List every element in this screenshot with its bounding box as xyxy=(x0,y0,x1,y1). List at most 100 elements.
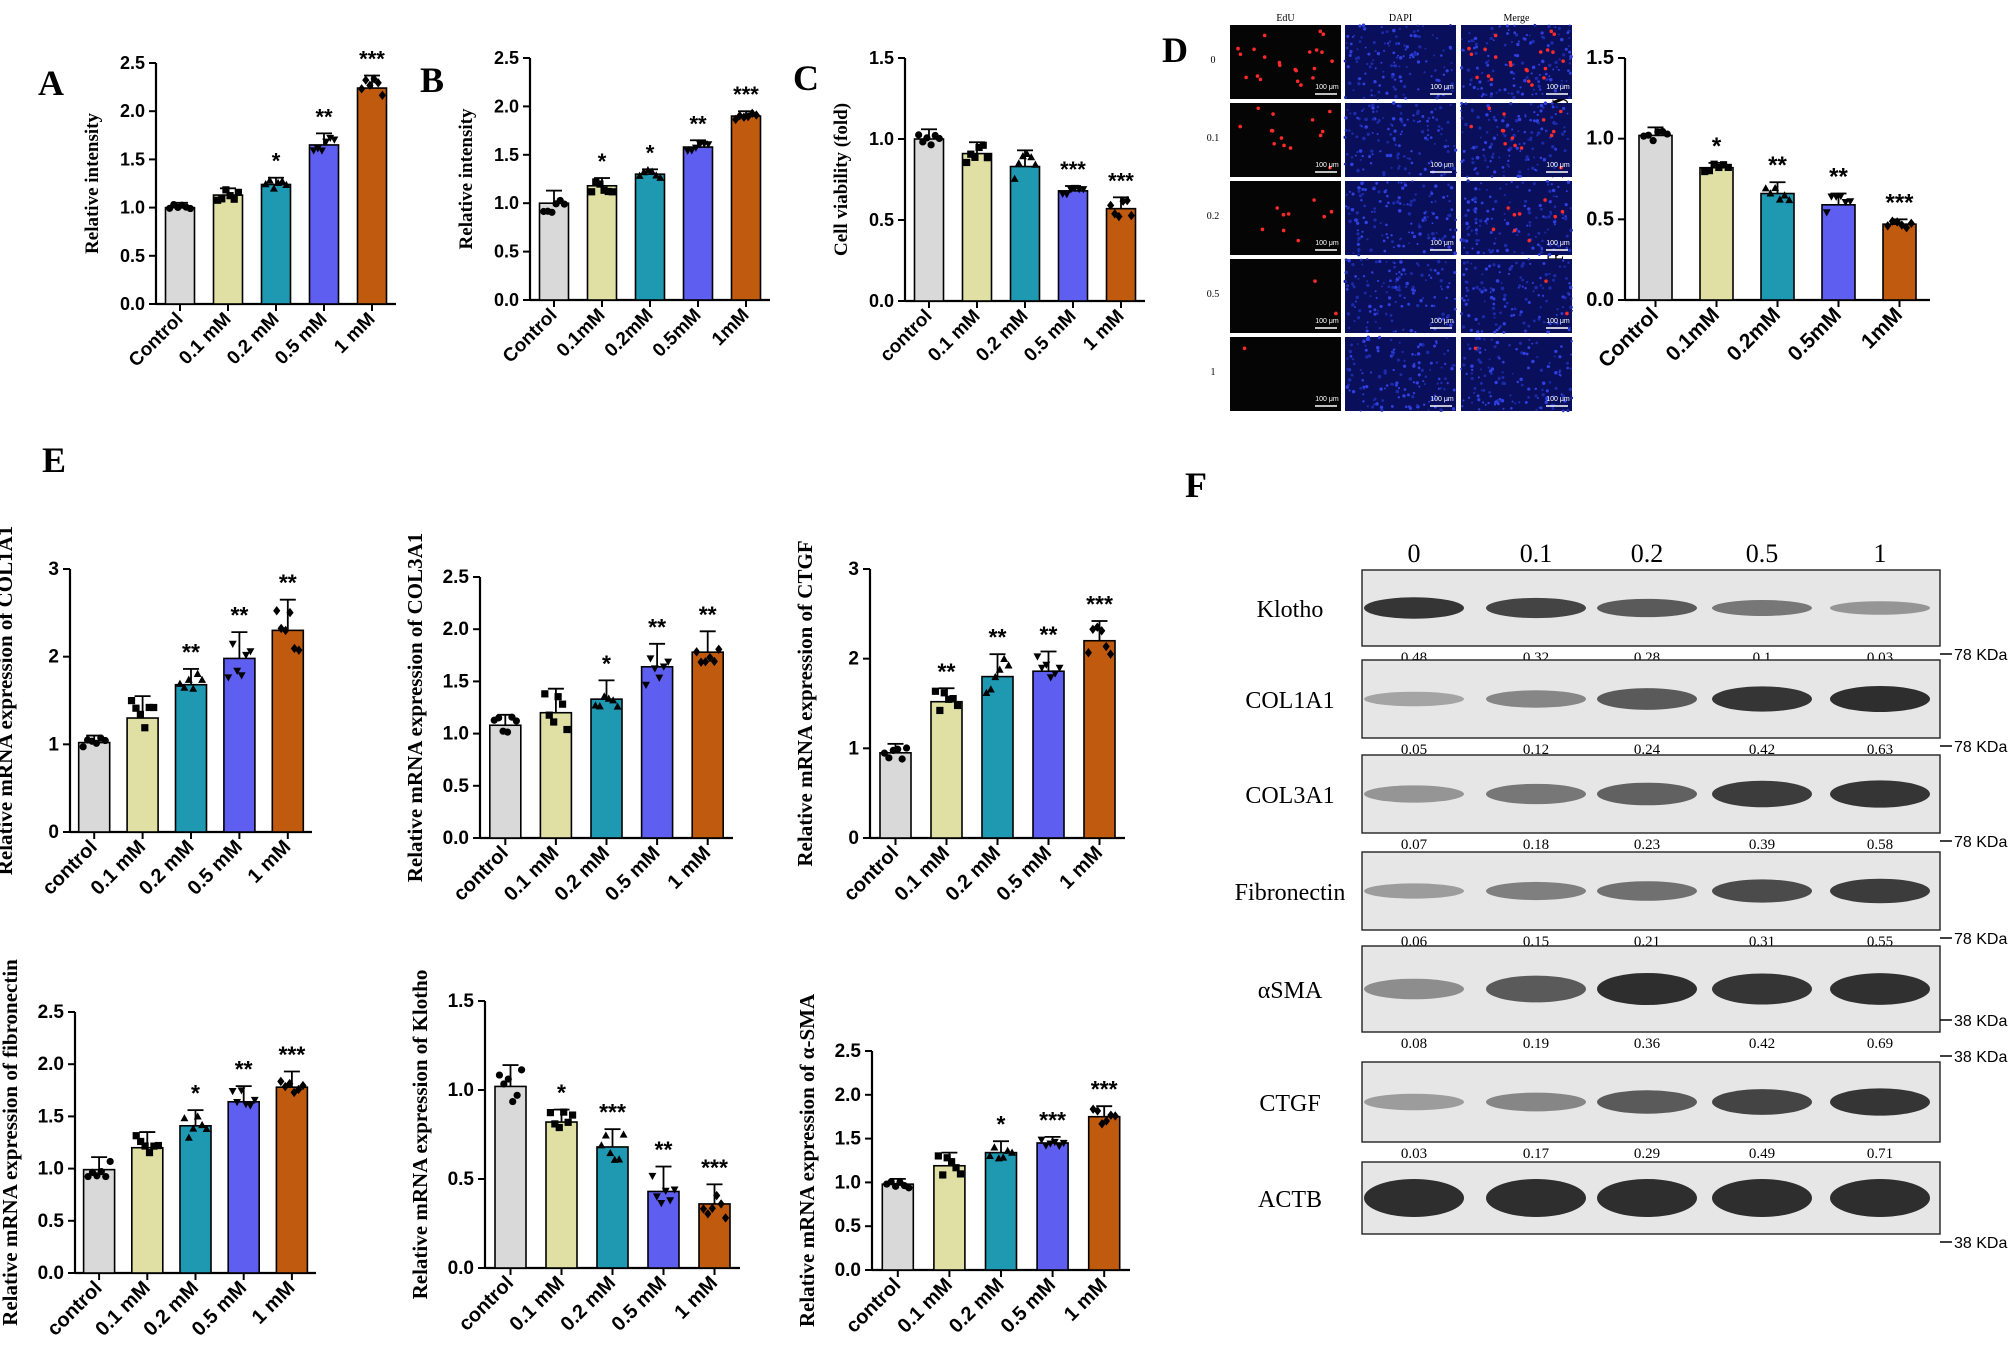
nucleus-dot xyxy=(1422,250,1426,254)
scale-bar-label: 100 μm xyxy=(1315,84,1339,91)
data-point xyxy=(92,739,101,747)
edu-positive-dot xyxy=(1294,68,1298,73)
nucleus-dot xyxy=(1495,328,1499,332)
nucleus-dot xyxy=(1387,201,1390,205)
data-point xyxy=(983,154,991,162)
nucleus-dot xyxy=(1351,35,1354,38)
significance-mark: *** xyxy=(1108,168,1134,193)
nucleus-dot xyxy=(1460,296,1464,300)
data-point xyxy=(1766,189,1775,197)
nucleus-dot xyxy=(1429,368,1432,371)
nucleus-dot xyxy=(1402,93,1405,96)
edu-positive-dot xyxy=(1487,106,1492,111)
nucleus-dot xyxy=(1492,263,1496,267)
nucleus-dot xyxy=(1542,106,1545,109)
nucleus-dot xyxy=(1450,82,1454,86)
data-point xyxy=(1018,152,1027,160)
nucleus-dot xyxy=(1478,224,1482,227)
nucleus-dot xyxy=(1519,377,1523,382)
data-point xyxy=(555,1123,563,1132)
nucleus-dot xyxy=(1425,304,1428,307)
nucleus-dot xyxy=(1411,352,1414,356)
nucleus-dot xyxy=(1398,27,1401,31)
nucleus-dot xyxy=(1392,136,1396,140)
nucleus-dot xyxy=(1462,399,1465,402)
nucleus-dot xyxy=(1395,381,1399,385)
nucleus-dot xyxy=(1509,266,1513,270)
edu-row-label: 0.2 xyxy=(1207,211,1220,222)
bar xyxy=(227,1100,260,1274)
nucleus-dot xyxy=(1386,194,1389,198)
data-point xyxy=(184,675,193,683)
nucleus-dot xyxy=(1517,117,1522,122)
nucleus-dot xyxy=(1385,291,1388,294)
data-point xyxy=(693,647,701,657)
nucleus-dot xyxy=(1414,193,1417,196)
nucleus-dot xyxy=(1358,149,1363,153)
data-point xyxy=(880,749,889,757)
nucleus-dot xyxy=(1524,287,1527,290)
data-point xyxy=(1008,1148,1017,1156)
edu-positive-dot xyxy=(1307,50,1312,54)
micrograph-tile: 100 μm xyxy=(1343,101,1458,177)
nucleus-dot xyxy=(1378,259,1382,264)
bar xyxy=(596,1146,629,1269)
nucleus-dot xyxy=(1488,369,1493,373)
nucleus-dot xyxy=(1568,71,1572,75)
nucleus-dot xyxy=(1352,252,1355,255)
nucleus-dot xyxy=(1365,326,1368,329)
data-point xyxy=(230,195,238,203)
bar xyxy=(1638,134,1673,301)
nucleus-dot xyxy=(1429,361,1433,365)
significance-mark: ** xyxy=(279,570,297,596)
edu-positive-dot xyxy=(1318,133,1323,138)
nucleus-dot xyxy=(1414,331,1417,334)
nucleus-dot xyxy=(1345,287,1349,291)
nucleus-dot xyxy=(1515,347,1518,351)
nucleus-dot xyxy=(1379,150,1382,153)
data-point xyxy=(512,717,520,725)
nucleus-dot xyxy=(1476,330,1480,334)
nucleus-dot xyxy=(1406,393,1411,397)
data-point xyxy=(596,180,604,188)
nucleus-dot xyxy=(1349,42,1353,46)
nucleus-dot xyxy=(1362,216,1366,220)
nucleus-dot xyxy=(1411,395,1415,399)
protein-band xyxy=(1712,1089,1812,1115)
x-tick-label: 0.5 mM xyxy=(271,309,331,369)
nucleus-dot xyxy=(1569,286,1572,289)
data-point xyxy=(1107,1110,1115,1120)
data-point xyxy=(887,1178,895,1186)
nucleus-dot xyxy=(1418,120,1422,123)
nucleus-dot xyxy=(1398,293,1402,297)
nucleus-dot xyxy=(1345,193,1348,196)
nucleus-dot xyxy=(1488,391,1492,394)
nucleus-dot xyxy=(1561,132,1565,136)
edu-positive-dot xyxy=(1328,109,1332,114)
nucleus-dot xyxy=(1570,339,1573,343)
nucleus-dot xyxy=(1387,296,1392,300)
nucleus-dot xyxy=(1397,144,1401,148)
nucleus-dot xyxy=(1546,179,1550,183)
nucleus-dot xyxy=(1518,170,1522,174)
nucleus-dot xyxy=(1416,34,1420,38)
y-tick-label: 2.5 xyxy=(443,567,470,588)
nucleus-dot xyxy=(1375,110,1378,113)
nucleus-dot xyxy=(1563,399,1567,403)
nucleus-dot xyxy=(1537,84,1540,87)
nucleus-dot xyxy=(1548,272,1551,276)
nucleus-dot xyxy=(1562,213,1565,216)
nucleus-dot xyxy=(1517,114,1521,118)
data-point xyxy=(601,1131,610,1139)
nucleus-dot xyxy=(1560,393,1563,396)
nucleus-dot xyxy=(1518,284,1522,288)
nucleus-dot xyxy=(1396,104,1400,108)
nucleus-dot xyxy=(1386,42,1390,45)
nucleus-dot xyxy=(1537,121,1540,125)
nucleus-dot xyxy=(1403,364,1407,368)
bar xyxy=(275,1086,309,1274)
nucleus-dot xyxy=(1403,388,1407,391)
nucleus-dot xyxy=(1381,399,1385,402)
